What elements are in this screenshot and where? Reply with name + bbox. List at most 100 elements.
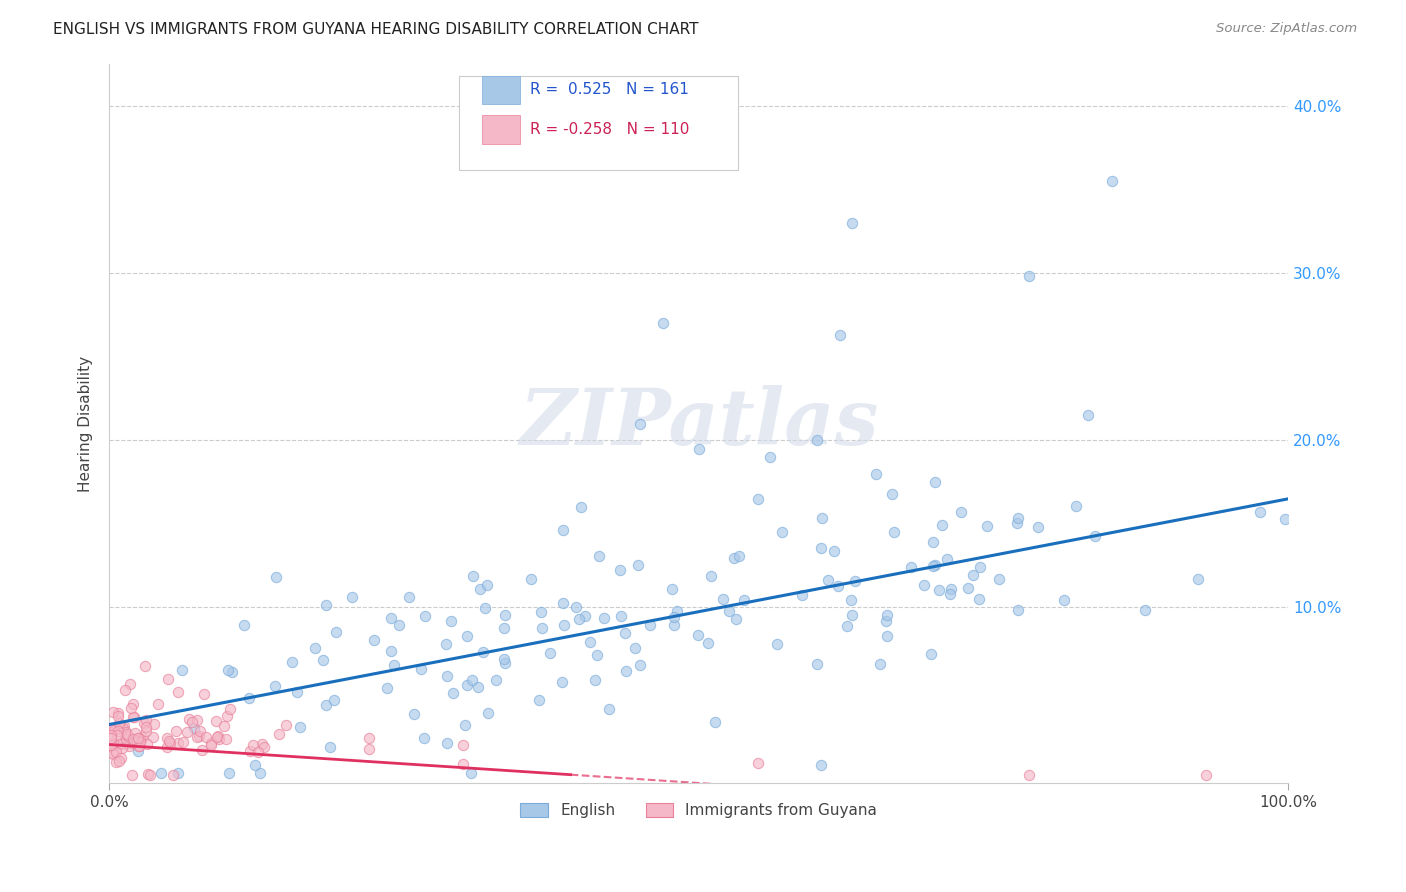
Point xyxy=(440,614,463,628)
Point xyxy=(114,683,136,698)
Point xyxy=(688,442,710,456)
Point xyxy=(118,739,141,753)
Point xyxy=(217,663,239,677)
Point xyxy=(875,614,897,628)
Point xyxy=(700,569,723,583)
Point xyxy=(162,767,184,781)
Point xyxy=(844,574,866,588)
Point xyxy=(471,644,494,658)
Point xyxy=(125,733,148,747)
Point xyxy=(957,582,980,596)
Point xyxy=(288,720,311,734)
Point xyxy=(148,697,170,711)
Point xyxy=(588,549,610,563)
Point xyxy=(962,567,984,582)
Point xyxy=(124,726,146,740)
Y-axis label: Hearing Disability: Hearing Disability xyxy=(79,356,93,491)
Point xyxy=(120,701,142,715)
Point xyxy=(132,716,155,731)
Point xyxy=(157,673,180,687)
Text: Source: ZipAtlas.com: Source: ZipAtlas.com xyxy=(1216,22,1357,36)
Point xyxy=(177,712,200,726)
Point xyxy=(494,607,516,622)
Point xyxy=(319,740,342,755)
Point xyxy=(662,610,685,624)
Point xyxy=(120,731,142,746)
Point xyxy=(253,740,276,755)
Point xyxy=(167,685,190,699)
Point xyxy=(176,725,198,739)
Point xyxy=(121,698,143,712)
Point xyxy=(470,582,492,596)
Point xyxy=(456,630,478,644)
Point xyxy=(609,562,631,576)
Point xyxy=(806,434,828,448)
Point xyxy=(436,736,458,750)
Point xyxy=(921,535,943,549)
Point xyxy=(527,692,550,706)
Point xyxy=(117,729,139,743)
Point xyxy=(181,715,204,730)
Point xyxy=(434,637,457,651)
Point xyxy=(239,743,262,757)
Point xyxy=(139,767,162,781)
Point xyxy=(304,641,326,656)
Point xyxy=(492,651,515,665)
Point xyxy=(129,735,152,749)
Point xyxy=(551,597,574,611)
Point xyxy=(111,741,134,756)
Point xyxy=(461,569,484,583)
Point xyxy=(323,693,346,707)
Point xyxy=(103,723,125,738)
Point xyxy=(281,655,304,669)
Point xyxy=(398,591,420,605)
Point xyxy=(200,736,222,750)
Point xyxy=(108,754,131,768)
Point xyxy=(114,725,136,739)
Point xyxy=(1007,602,1029,616)
Point xyxy=(115,736,138,750)
Point xyxy=(661,582,683,596)
Point xyxy=(624,641,647,656)
Point xyxy=(121,732,143,747)
Point xyxy=(1195,767,1218,781)
Point xyxy=(1187,572,1209,586)
Point xyxy=(107,706,129,720)
Point xyxy=(1135,603,1157,617)
Point xyxy=(315,698,337,712)
Point xyxy=(135,720,157,734)
Point xyxy=(920,647,942,661)
Point xyxy=(107,708,129,723)
Point xyxy=(1053,593,1076,607)
Point xyxy=(204,714,226,728)
Point xyxy=(711,591,734,606)
Point xyxy=(928,582,950,597)
Text: R =  0.525   N = 161: R = 0.525 N = 161 xyxy=(530,82,689,97)
Point xyxy=(188,723,211,738)
Point xyxy=(135,713,157,727)
FancyBboxPatch shape xyxy=(460,77,738,170)
Point xyxy=(585,648,607,662)
Point xyxy=(172,735,194,749)
Point xyxy=(165,723,187,738)
Point xyxy=(494,621,516,635)
Point xyxy=(380,644,402,658)
Point xyxy=(114,719,136,733)
Point xyxy=(614,664,637,678)
Point xyxy=(538,647,561,661)
Point xyxy=(474,601,496,615)
Point xyxy=(108,719,131,733)
Point xyxy=(411,662,433,676)
Point xyxy=(195,730,218,744)
Point xyxy=(830,327,852,342)
Point xyxy=(103,722,125,736)
Point xyxy=(1018,269,1040,284)
Point xyxy=(191,742,214,756)
Point xyxy=(733,593,755,607)
Point xyxy=(325,625,347,640)
Point xyxy=(122,710,145,724)
Point xyxy=(357,731,380,745)
Point xyxy=(770,525,793,540)
Point xyxy=(704,715,727,730)
Point xyxy=(128,731,150,746)
